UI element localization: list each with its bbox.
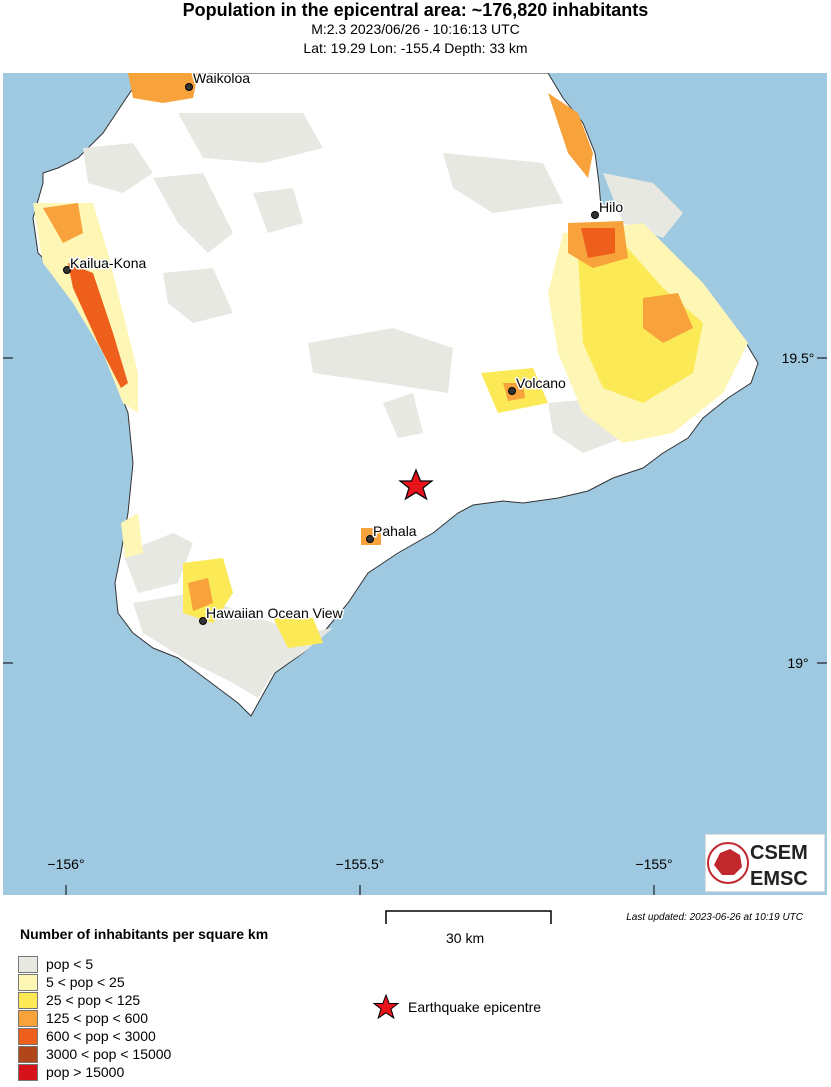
city-label: Kailua-Kona [70,255,146,271]
legend-swatch [18,1063,38,1081]
lat-label: 19° [787,655,808,671]
legend-item: pop > 15000 [18,1063,124,1081]
city-volcano[interactable]: Volcano [508,374,568,395]
scale-bar-label: 30 km [446,930,485,946]
population-map[interactable]: −156° −155.5° −155° 19.5° 19° Waikoloa K… [3,73,827,895]
city-pahala[interactable]: Pahala [366,522,418,543]
city-label: Hilo [599,199,623,215]
legend-label: 125 < pop < 600 [46,1010,148,1026]
legend-item: 3000 < pop < 15000 [18,1045,171,1063]
legend-label: 600 < pop < 3000 [46,1028,156,1044]
page-title: Population in the epicentral area: ~176,… [182,0,649,20]
legend-label: pop > 15000 [46,1064,125,1080]
city-hawaiian-ocean-view[interactable]: Hawaiian Ocean View [199,604,345,625]
legend-swatch [18,991,38,1009]
logo-text: CSEM [750,842,808,864]
legend-item: 5 < pop < 25 [18,973,125,991]
epicenter-legend-label: Earthquake epicentre [408,999,542,1015]
event-info: M:2.3 2023/06/26 - 10:16:13 UTC [311,21,520,37]
legend-label: 3000 < pop < 15000 [46,1046,172,1062]
epicenter-star-icon[interactable] [398,468,434,501]
lat-label: 19.5° [782,350,815,366]
event-location: Lat: 19.29 Lon: -155.4 Depth: 33 km [303,40,528,56]
legend-swatch [18,1009,38,1027]
legend-item: 25 < pop < 125 [18,991,140,1009]
legend-swatch [18,973,38,991]
graticule [3,357,827,895]
csem-emsc-logo: CSEM EMSC [705,834,825,892]
city-kailua-kona[interactable]: Kailua-Kona [63,254,148,274]
legend-item: 125 < pop < 600 [18,1009,148,1027]
epicenter-legend: Earthquake epicentre [372,994,541,1020]
legend-item: 600 < pop < 3000 [18,1027,156,1045]
legend-label: 5 < pop < 25 [46,974,125,990]
star-icon [372,994,400,1020]
city-label: Volcano [516,375,566,391]
lon-label: −155° [635,856,672,872]
city-waikoloa[interactable]: Waikoloa [185,73,252,91]
legend-swatch [18,955,38,973]
scale-bar [385,910,552,924]
legend-label: 25 < pop < 125 [46,992,141,1008]
last-updated: Last updated: 2023-06-26 at 10:19 UTC [626,912,803,923]
lon-label: −156° [47,856,84,872]
lon-label: −155.5° [336,856,385,872]
city-hilo[interactable]: Hilo [591,198,625,219]
legend-swatch [18,1045,38,1063]
city-label: Pahala [373,523,417,539]
legend-label: pop < 5 [46,956,94,972]
logo-text: EMSC [750,868,808,890]
populated-areas [33,73,748,648]
legend-title: Number of inhabitants per square km [20,926,269,942]
city-label: Hawaiian Ocean View [206,605,344,621]
legend-swatch [18,1027,38,1045]
legend-item: pop < 5 [18,955,93,973]
city-label: Waikoloa [193,73,250,86]
